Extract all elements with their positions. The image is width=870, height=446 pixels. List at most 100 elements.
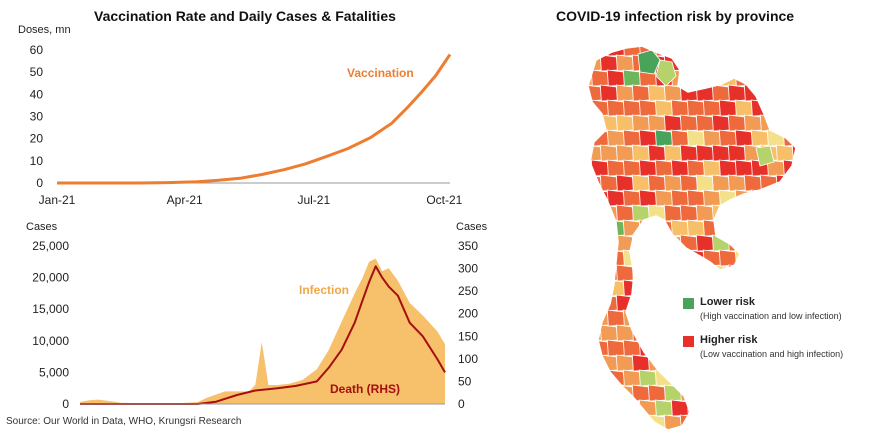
province-shape: [766, 429, 786, 430]
province-shape: [588, 399, 594, 417]
province-shape: [766, 399, 786, 417]
province-shape: [734, 219, 754, 237]
province-shape: [799, 400, 810, 416]
legend-swatch-lower-risk: [683, 298, 694, 309]
province-shape: [755, 145, 775, 167]
province-shape: [718, 99, 738, 117]
province-shape: [615, 414, 635, 430]
province-shape: [670, 429, 690, 430]
province-shape: [718, 219, 738, 237]
province-shape: [568, 115, 586, 131]
province-shape: [663, 294, 683, 312]
map-title: COVID-19 infection risk by province: [556, 8, 795, 24]
province-shape: [782, 279, 796, 297]
province-shape: [766, 369, 786, 387]
province-shape: [782, 399, 796, 417]
province-shape: [590, 279, 610, 297]
province-shape: [588, 84, 603, 102]
province-shape: [718, 129, 738, 147]
cases-right-tick-label: 50: [458, 374, 472, 388]
province-shape: [599, 144, 619, 162]
province-shape: [679, 144, 699, 162]
province-shape: [588, 264, 603, 282]
province-shape: [702, 429, 722, 430]
province-shape: [663, 174, 683, 192]
province-shape: [588, 114, 603, 132]
province-shape: [743, 414, 763, 430]
province-shape: [775, 84, 795, 102]
province-shape: [679, 234, 699, 252]
legend-swatch-higher-risk: [683, 336, 694, 347]
province-shape: [590, 249, 610, 267]
province-shape: [766, 69, 786, 87]
province-shape: [654, 279, 674, 297]
province-shape: [791, 204, 796, 222]
province-shape: [759, 264, 779, 282]
province-shape: [766, 46, 786, 57]
province-shape: [590, 69, 610, 87]
province-shape: [647, 294, 667, 312]
cases-right-tick-label: 350: [458, 239, 478, 253]
province-shape: [638, 159, 658, 177]
province-shape: [799, 250, 810, 266]
province-shape: [638, 309, 658, 327]
province-shape: [743, 264, 763, 282]
province-shape: [702, 219, 722, 237]
province-shape: [686, 429, 706, 430]
province-shape: [606, 99, 626, 117]
province-shape: [631, 414, 651, 430]
cases-left-tick-label: 15,000: [32, 302, 69, 316]
province-shape: [615, 204, 635, 222]
province-shape: [631, 324, 651, 342]
province-shape: [766, 99, 786, 117]
province-shape: [679, 204, 699, 222]
death-series-label: Death (RHS): [330, 382, 400, 396]
province-shape: [606, 189, 626, 207]
province-shape: [702, 369, 722, 387]
province-shape: [588, 219, 594, 237]
province-shape: [791, 114, 796, 132]
province-shape: [588, 99, 594, 117]
province-shape: [568, 55, 586, 71]
province-shape: [695, 204, 715, 222]
province-shape: [606, 429, 626, 430]
province-shape: [695, 414, 715, 430]
province-shape: [670, 189, 690, 207]
cases-left-tick-label: 20,000: [32, 271, 69, 285]
province-shape: [791, 174, 796, 192]
cases-right-axis-label: Cases: [456, 221, 488, 233]
province-shape: [599, 54, 619, 72]
cases-right-tick-label: 0: [458, 397, 465, 411]
province-shape: [695, 234, 715, 252]
province-shape: [750, 369, 770, 387]
province-shape: [599, 294, 619, 312]
province-shape: [799, 370, 810, 386]
province-shape: [775, 114, 795, 132]
province-shape: [727, 174, 747, 192]
province-shape: [588, 354, 603, 372]
province-shape: [588, 279, 594, 297]
province-shape: [711, 84, 731, 102]
vaccination-x-tick-label: Apr-21: [167, 193, 203, 207]
province-shape: [615, 384, 635, 402]
province-shape: [663, 144, 683, 162]
province-shape: [695, 264, 715, 282]
province-shape: [718, 429, 738, 430]
province-shape: [622, 129, 642, 147]
vaccination-x-tick-label: Jul-21: [297, 193, 330, 207]
province-shape: [663, 354, 683, 372]
vaccination-chart-title: Vaccination Rate and Daily Cases & Fatal…: [94, 8, 396, 24]
province-shape: [686, 69, 706, 87]
province-shape: [590, 219, 610, 237]
cases-right-tick-label: 300: [458, 262, 478, 276]
province-shape: [750, 249, 770, 267]
province-shape: [734, 159, 754, 177]
province-shape: [782, 249, 796, 267]
vaccination-x-tick-label: Oct-21: [426, 193, 462, 207]
province-shape: [606, 129, 626, 147]
province-shape: [750, 279, 770, 297]
province-shape: [799, 130, 810, 146]
province-shape: [711, 54, 731, 72]
province-shape: [702, 69, 722, 87]
province-shape: [670, 99, 690, 117]
